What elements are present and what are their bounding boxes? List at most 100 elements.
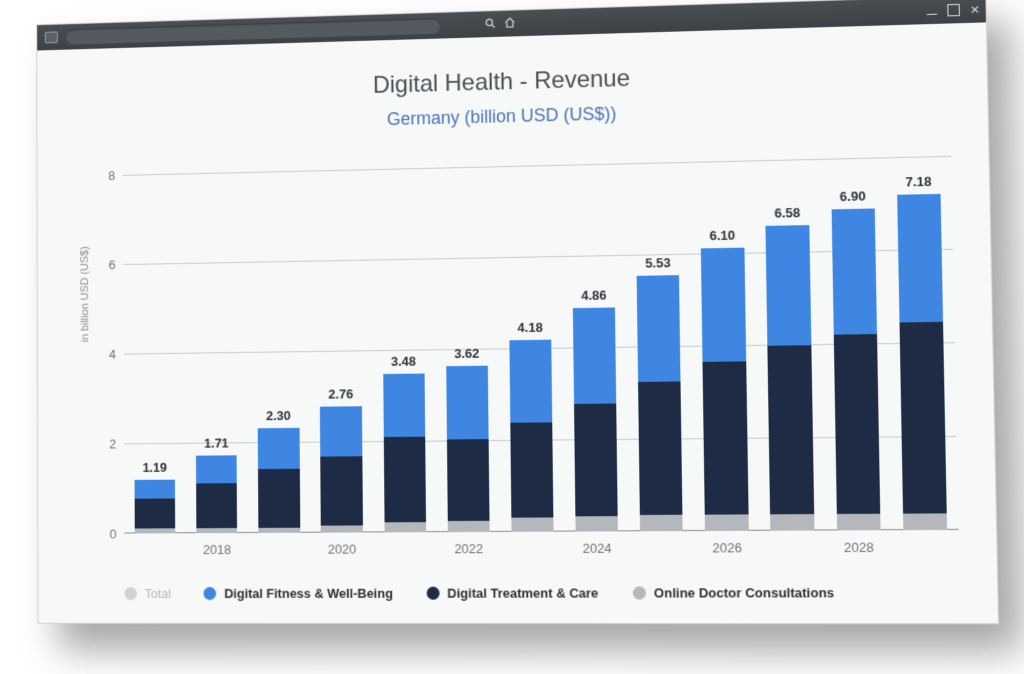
minimize-button[interactable] [927,13,937,14]
bar-group: 6.90 [831,209,880,531]
bar-group: 7.18 [897,194,947,530]
maximize-button[interactable] [947,4,960,17]
bar-segment [258,428,299,469]
legend-item[interactable]: Total [124,586,171,601]
bar-segment [135,498,176,529]
gridline [123,156,951,176]
bar-segment [384,522,426,532]
bar-segment [196,528,237,533]
bar-group: 1.19 [134,479,175,533]
legend-swatch [204,587,217,600]
close-button[interactable]: × [970,2,979,18]
bar-segment [383,373,425,437]
bar-segment [573,307,617,404]
bar-segment [196,483,237,529]
bar-segment [258,469,300,527]
bar-group: 5.53 [637,275,683,531]
bar-total-label: 6.10 [709,228,735,244]
bar-segment [383,437,426,522]
bar-group: 3.62 [446,366,490,532]
bar-total-label: 2.30 [266,408,291,423]
legend-label: Total [145,586,172,601]
x-tick-label: 2026 [712,540,742,555]
bar-segment [638,382,683,516]
bar-segment [768,345,814,514]
y-tick-label: 6 [102,257,115,272]
bar-segment [705,515,748,531]
bar-total-label: 6.90 [840,188,866,204]
bar-total-label: 3.48 [391,353,416,368]
bar-segment [574,404,618,517]
bar-segment [134,480,175,499]
bar-segment [447,521,489,532]
bar-total-label: 5.53 [645,255,671,271]
bar-segment [771,514,815,531]
bar-total-label: 7.18 [905,174,931,190]
bar-total-label: 1.71 [204,436,229,451]
bar-total-label: 4.86 [581,287,607,303]
bar-group: 2.30 [258,428,300,533]
bar-segment [321,457,363,526]
home-icon[interactable] [504,16,516,31]
x-tick-label: 2028 [844,540,874,556]
legend-item[interactable]: Digital Treatment & Care [426,585,598,600]
x-tick-label: 2024 [582,541,611,556]
bar-segment [637,276,681,383]
browser-window: × Digital Health - Revenue Germany (bill… [36,0,999,624]
legend-label: Digital Fitness & Well-Being [224,586,393,601]
bar-segment [831,209,877,335]
bar-segment [509,340,552,423]
legend-item[interactable]: Online Doctor Consultations [633,585,835,601]
legend-swatch [633,586,646,599]
bar-group: 2.76 [320,407,362,533]
bar-segment [703,361,748,514]
bar-segment [897,194,943,323]
bar-segment [640,515,683,531]
bar-group: 4.86 [573,307,618,531]
bar-group: 6.58 [766,225,814,531]
legend: Total Digital Fitness & Well-Being Digital… [124,585,959,601]
chart-panel: Digital Health - Revenue Germany (billio… [37,22,998,623]
bar-segment [903,513,947,530]
bar-total-label: 3.62 [454,346,479,361]
titlebar-left-controls [37,31,58,43]
bar-total-label: 4.18 [517,319,542,334]
bar-segment [899,322,947,513]
bar-group: 1.71 [196,456,237,534]
legend-label: Online Doctor Consultations [654,585,834,601]
legend-label: Digital Treatment & Care [447,585,598,600]
bar-segment [447,439,490,521]
y-tick-label: 8 [102,168,115,183]
y-tick-label: 4 [103,346,116,361]
search-icon[interactable] [484,17,496,32]
gridline [123,249,953,265]
bar-segment [833,334,880,514]
bar-group: 3.48 [383,373,426,532]
legend-swatch [426,587,439,600]
bar-group: 4.18 [509,339,553,531]
bar-total-label: 1.19 [143,460,167,475]
y-axis-label: in billion USD (US$) [79,246,91,342]
bar-segment [321,526,363,533]
legend-item[interactable]: Digital Fitness & Well-Being [204,586,393,601]
tab-indicator-icon[interactable] [45,31,58,43]
bar-segment [135,529,176,534]
y-tick-label: 2 [103,436,116,451]
y-tick-label: 0 [103,526,116,541]
bar-segment [259,527,300,533]
bar-segment [511,518,553,532]
legend-swatch [124,587,137,600]
x-tick-label: 2022 [454,541,483,556]
bar-segment [446,366,489,440]
x-tick-label: 2018 [203,542,231,557]
bar-segment [196,456,237,483]
bar-segment [575,517,618,532]
bar-total-label: 6.58 [774,205,800,221]
bar-total-label: 2.76 [328,387,353,402]
plot-area: 024681.191.7120182.302.7620203.483.62202… [123,156,959,534]
bar-segment [510,422,553,518]
x-tick-label: 2020 [328,542,356,557]
bar-segment [320,407,362,457]
bar-segment [701,248,746,362]
bar-segment [766,225,811,346]
